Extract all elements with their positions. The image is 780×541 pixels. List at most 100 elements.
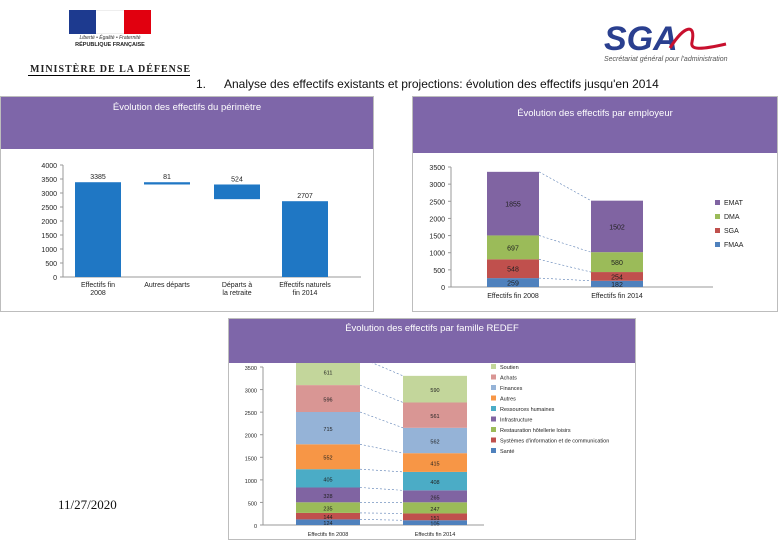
- stacked-segment: [487, 278, 539, 287]
- legend-swatch: [491, 427, 496, 432]
- legend-swatch: [491, 385, 496, 390]
- y-tick-label: 3500: [429, 165, 445, 172]
- legend-swatch: [491, 416, 496, 422]
- y-tick-label: 500: [248, 501, 257, 507]
- y-tick-label: 2500: [429, 199, 445, 206]
- segment-value-label: 1855: [505, 202, 521, 209]
- slide-number: 1.: [196, 77, 207, 91]
- y-tick-label: 1500: [245, 456, 257, 462]
- bar-value-label: 524: [231, 176, 243, 183]
- y-tick-label: 2000: [429, 216, 445, 223]
- legend-label: Systèmes d'information et de communicati…: [500, 439, 609, 445]
- republic-name: RÉPUBLIQUE FRANÇAISE: [75, 42, 145, 48]
- stacked-segment: [296, 412, 360, 445]
- segment-value-label: 265: [430, 495, 439, 501]
- segment-value-label: 405: [323, 477, 332, 483]
- segment-value-label: 548: [507, 267, 519, 274]
- stacked-segment: [296, 444, 360, 470]
- y-tick-label: 1000: [245, 479, 257, 485]
- flag-red-band: [123, 10, 151, 34]
- stacked-segment: [403, 513, 467, 521]
- segment-value-label: 562: [430, 439, 439, 445]
- sga-logo-mark: SGA: [604, 20, 727, 58]
- y-tick-label: 2000: [41, 219, 57, 226]
- legend-label: FMAA: [724, 242, 744, 249]
- stacked-segment: [403, 471, 467, 491]
- connector-line: [359, 384, 404, 403]
- y-tick-label: 3000: [245, 389, 257, 395]
- stacked-segment: [403, 490, 467, 503]
- connector-line: [538, 259, 592, 273]
- segment-value-label: 697: [507, 245, 519, 252]
- stacked-segment: [403, 402, 467, 428]
- stacked-segment: [296, 502, 360, 513]
- connector-line: [538, 171, 592, 201]
- flag-blue-band: [69, 10, 97, 34]
- segment-value-label: 552: [323, 456, 332, 462]
- legend-label: Finances: [500, 386, 523, 392]
- connector-line: [359, 443, 404, 454]
- waterfall-bar: [75, 182, 121, 277]
- sga-logo-subtitle: Secrétariat général pour l'administratio…: [604, 56, 728, 63]
- connector-line: [359, 468, 404, 473]
- republic-motto: Liberté • Égalité • Fraternité: [79, 35, 141, 41]
- legend-swatch: [491, 448, 496, 453]
- y-tick-label: 4000: [41, 163, 57, 170]
- stacked-segment: [403, 375, 467, 403]
- segment-value-label: 415: [430, 462, 439, 468]
- chart-panel-perimetre: Évolution des effectifs du périmètre 0 50…: [0, 96, 374, 312]
- stacked-segment: [487, 171, 539, 236]
- connector-line: [538, 235, 592, 253]
- chart-panel-header: Évolution des effectifs par employeur: [413, 97, 777, 153]
- legend-swatch: [715, 214, 720, 219]
- connector-line: [359, 519, 404, 521]
- segment-value-label: 715: [323, 427, 332, 433]
- y-tick-label: 1000: [41, 247, 57, 254]
- legend-swatch: [715, 242, 720, 247]
- connector-line: [372, 363, 404, 377]
- stacked-segment: [591, 272, 643, 281]
- x-category-label: Effectifs fin 2014: [591, 293, 643, 300]
- legend-swatch: [491, 395, 496, 401]
- y-tick-label: 1500: [41, 233, 57, 240]
- legend-swatch: [715, 200, 720, 205]
- legend-swatch: [491, 364, 496, 369]
- segment-value-label: 259: [507, 281, 519, 288]
- legend-label: Achats: [500, 376, 517, 382]
- legend-swatch: [491, 374, 496, 380]
- chart-panel-redef: Évolution des effectifs par famille REDE…: [228, 318, 636, 540]
- legend-label: Soutien: [500, 365, 519, 371]
- segment-value-label: 596: [323, 398, 332, 404]
- y-tick-label: 1500: [429, 234, 445, 241]
- waterfall-bar: [214, 184, 260, 200]
- legend-label: Infrastructure: [500, 418, 532, 424]
- legend-swatch: [491, 437, 496, 443]
- sga-logo-swoosh: [668, 27, 727, 50]
- stacked-segment: [403, 520, 467, 525]
- stacked-segment: [403, 427, 467, 454]
- stacked-segment: [487, 235, 539, 260]
- stacked-segment: [296, 363, 360, 386]
- y-tick-label: 2500: [245, 411, 257, 417]
- stacked-segment: [296, 519, 360, 525]
- stacked-segment: [403, 453, 467, 472]
- chart-title: Évolution des effectifs par famille REDE…: [345, 323, 519, 334]
- legend-label: Autres: [500, 397, 516, 403]
- legend-label: SGA: [724, 228, 739, 235]
- waterfall-bar: [144, 182, 190, 185]
- chart-waterfall: 0 500 1000 1500 2000 2500 3000 3500 4000 3385 81 52…: [41, 163, 361, 297]
- x-category-label: fin 2014: [293, 290, 318, 297]
- y-tick-label: 3000: [41, 191, 57, 198]
- stacked-segment: [296, 469, 360, 488]
- connector-line: [538, 277, 592, 282]
- y-tick-label: 1000: [429, 251, 445, 258]
- segment-value-label: 561: [430, 414, 439, 420]
- chart-panel-header: Évolution des effectifs du périmètre: [1, 97, 373, 149]
- chart-title: Évolution des effectifs du périmètre: [112, 102, 262, 113]
- stacked-segment: [591, 200, 643, 253]
- segment-value-label: 254: [611, 274, 623, 281]
- ministry-name: MINISTÈRE DE LA DÉFENSE: [30, 64, 192, 75]
- x-category-label: la retraite: [222, 290, 251, 297]
- slide-title: Analyse des effectifs existants et proje…: [224, 77, 659, 91]
- legend-label: EMAT: [724, 200, 744, 207]
